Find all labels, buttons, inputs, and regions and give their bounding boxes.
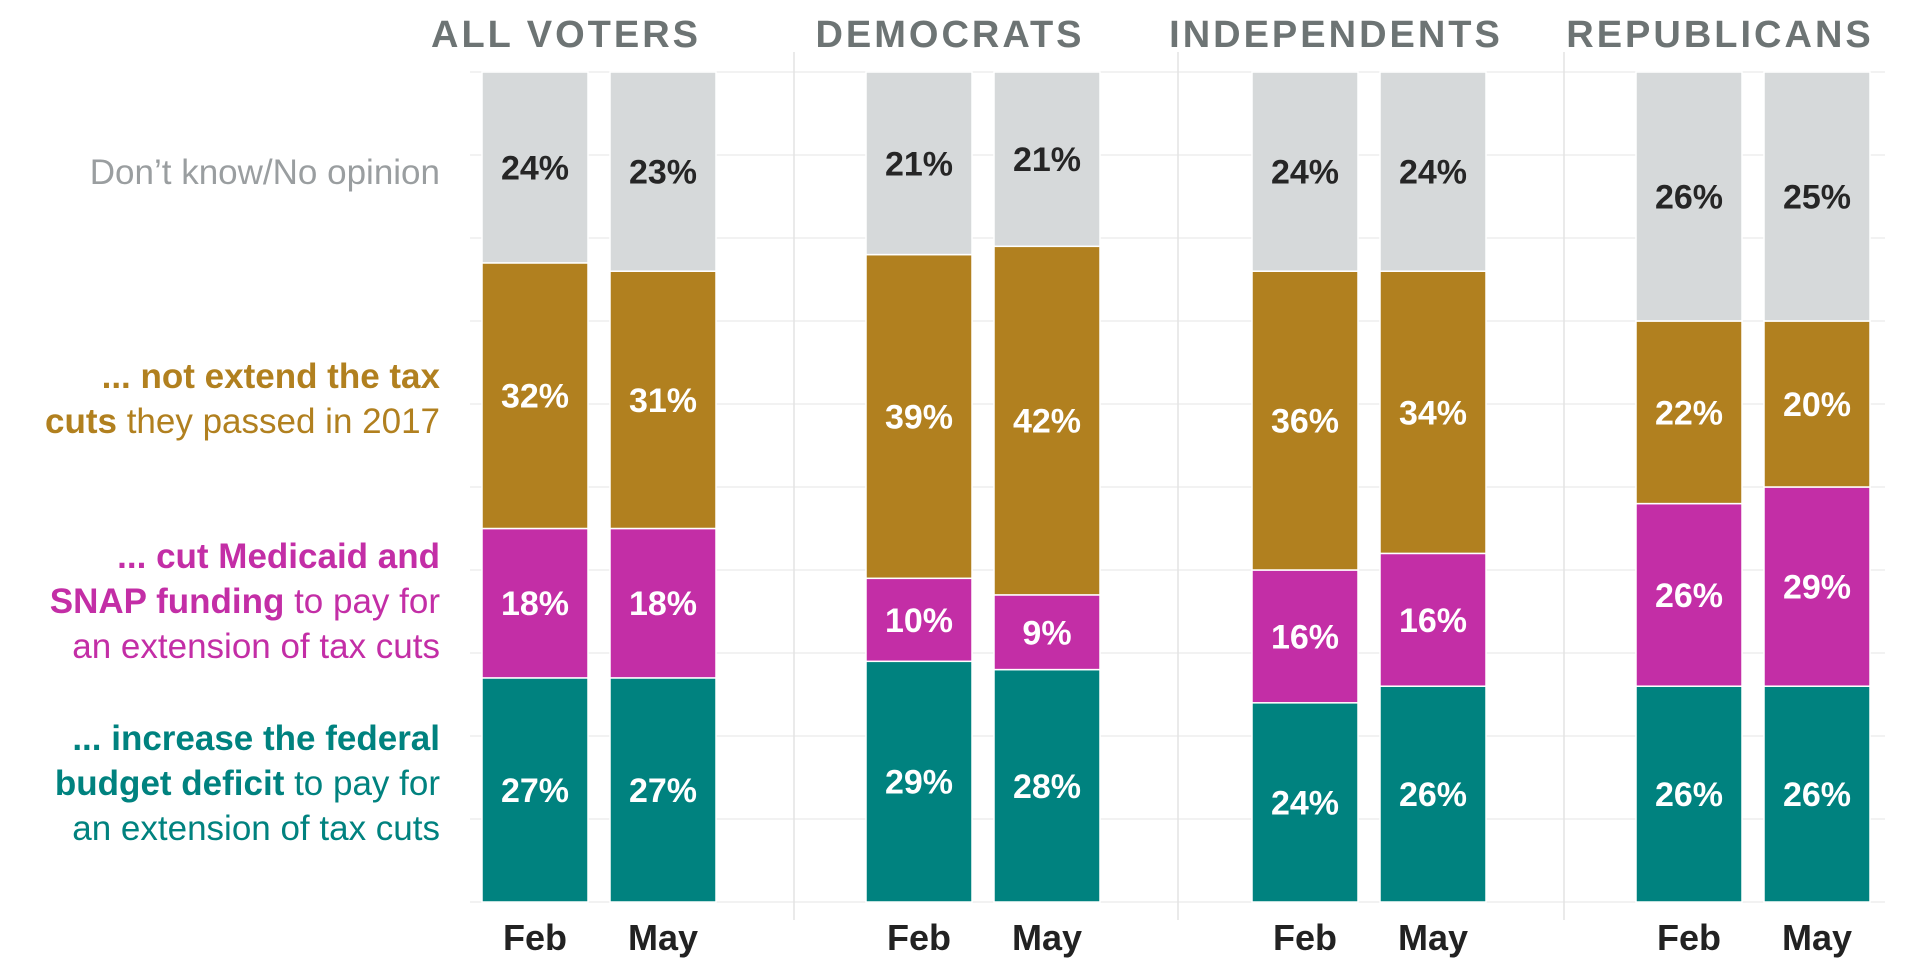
- data-label: 9%: [1022, 614, 1071, 652]
- panel-title-republicans: REPUBLICANS: [1566, 14, 1873, 56]
- data-label: 26%: [1399, 776, 1467, 814]
- data-label: 21%: [885, 145, 953, 183]
- bar-segment-republicans-feb-1: [1635, 502, 1743, 687]
- bar-segment-democrats-may-3: [993, 71, 1101, 248]
- bar-segment-independents-may-3: [1379, 71, 1487, 272]
- bar-segment-all-voters-feb-1: [481, 527, 589, 679]
- panel-title-democrats: DEMOCRATS: [815, 14, 1084, 56]
- data-label: 26%: [1655, 776, 1723, 814]
- legend-deficit: ... increase the federal budget deficit …: [55, 716, 440, 851]
- legend-cut-medicaid-line3: an extension of tax cuts: [72, 627, 440, 666]
- data-label: 34%: [1399, 394, 1467, 432]
- bar-segment-republicans-feb-0: [1635, 685, 1743, 903]
- x-tick-label: May: [1398, 917, 1468, 958]
- bar-segment-republicans-may-0: [1763, 685, 1871, 903]
- data-label: 29%: [1783, 569, 1851, 607]
- data-label: 25%: [1783, 179, 1851, 217]
- legend-deficit-rest2: to pay for: [284, 764, 440, 803]
- data-label: 24%: [501, 149, 569, 187]
- bar-segment-democrats-may-2: [993, 245, 1101, 596]
- data-label: 36%: [1271, 403, 1339, 441]
- bar-segment-democrats-may-0: [993, 668, 1101, 903]
- panel-title-independents: INDEPENDENTS: [1169, 14, 1503, 56]
- bar-segment-republicans-may-3: [1763, 71, 1871, 322]
- bar-segment-democrats-feb-3: [865, 71, 973, 256]
- x-tick-label: Feb: [1273, 917, 1337, 958]
- data-label: 27%: [501, 772, 569, 810]
- bar-segment-independents-may-0: [1379, 685, 1487, 903]
- bar-segment-all-voters-may-3: [609, 71, 717, 272]
- data-label: 26%: [1655, 179, 1723, 217]
- legend-deficit-bold2: budget deficit: [54, 764, 285, 803]
- data-label: 16%: [1399, 602, 1467, 640]
- bar-segment-republicans-feb-2: [1635, 320, 1743, 505]
- data-label: 28%: [1013, 768, 1081, 806]
- panel-title-all-voters: ALL VOTERS: [431, 14, 701, 56]
- legend-not-extend-bold1: ... not extend the tax: [101, 357, 440, 396]
- x-tick-label: May: [628, 917, 698, 958]
- x-tick-label: May: [1012, 917, 1082, 958]
- data-label: 29%: [885, 764, 953, 802]
- bar-segment-all-voters-feb-3: [481, 71, 589, 264]
- legend-not-extend-rest2: they passed in 2017: [116, 402, 440, 441]
- bar-segment-democrats-may-1: [993, 594, 1101, 671]
- legend-not-extend-bold2: cuts: [45, 402, 117, 441]
- data-label: 39%: [885, 398, 953, 436]
- data-label: 22%: [1655, 394, 1723, 432]
- bar-segment-all-voters-feb-0: [481, 677, 589, 903]
- bar-segment-democrats-feb-2: [865, 253, 973, 580]
- legend-dont-know: Don’t know/No opinion: [90, 150, 440, 195]
- data-label: 27%: [629, 772, 697, 810]
- data-label: 32%: [501, 378, 569, 416]
- data-label: 18%: [629, 585, 697, 623]
- data-label: 10%: [885, 602, 953, 640]
- bar-segment-all-voters-may-2: [609, 270, 717, 530]
- bar-segment-democrats-feb-0: [865, 660, 973, 903]
- legend-cut-medicaid-rest2: to pay for: [284, 582, 440, 621]
- bar-segment-all-voters-feb-2: [481, 262, 589, 530]
- data-label: 31%: [629, 382, 697, 420]
- legend-cut-medicaid-bold2: SNAP funding: [49, 582, 285, 621]
- legend-not-extend: ... not extend the tax cuts they passed …: [45, 354, 440, 444]
- x-tick-label: Feb: [887, 917, 951, 958]
- bar-segment-republicans-feb-3: [1635, 71, 1743, 322]
- legend-deficit-bold1: ... increase the federal: [72, 719, 440, 758]
- data-label: 24%: [1271, 784, 1339, 822]
- data-label: 42%: [1013, 403, 1081, 441]
- data-label: 21%: [1013, 141, 1081, 179]
- data-label: 24%: [1271, 154, 1339, 192]
- bar-segment-democrats-feb-1: [865, 577, 973, 663]
- legend-dont-know-text: Don’t know/No opinion: [89, 153, 440, 192]
- data-label: 18%: [501, 585, 569, 623]
- bar-segment-republicans-may-2: [1763, 320, 1871, 488]
- bar-segment-all-voters-may-1: [609, 527, 717, 679]
- bar-segment-independents-feb-1: [1251, 569, 1359, 704]
- legend-deficit-line3: an extension of tax cuts: [72, 809, 440, 848]
- bar-segment-independents-may-2: [1379, 270, 1487, 555]
- bar-segment-independents-feb-2: [1251, 270, 1359, 571]
- data-label: 24%: [1399, 154, 1467, 192]
- data-label: 26%: [1783, 776, 1851, 814]
- legend-cut-medicaid-bold1: ... cut Medicaid and: [117, 537, 440, 576]
- bar-segment-independents-feb-3: [1251, 71, 1359, 272]
- bar-segment-republicans-may-1: [1763, 486, 1871, 687]
- x-tick-label: Feb: [1657, 917, 1721, 958]
- x-tick-label: May: [1782, 917, 1852, 958]
- data-label: 16%: [1271, 618, 1339, 656]
- data-label: 26%: [1655, 577, 1723, 615]
- x-tick-label: Feb: [503, 917, 567, 958]
- data-label: 23%: [629, 154, 697, 192]
- bar-segment-independents-may-1: [1379, 552, 1487, 687]
- legend-cut-medicaid: ... cut Medicaid and SNAP funding to pay…: [50, 534, 440, 669]
- data-label: 20%: [1783, 386, 1851, 424]
